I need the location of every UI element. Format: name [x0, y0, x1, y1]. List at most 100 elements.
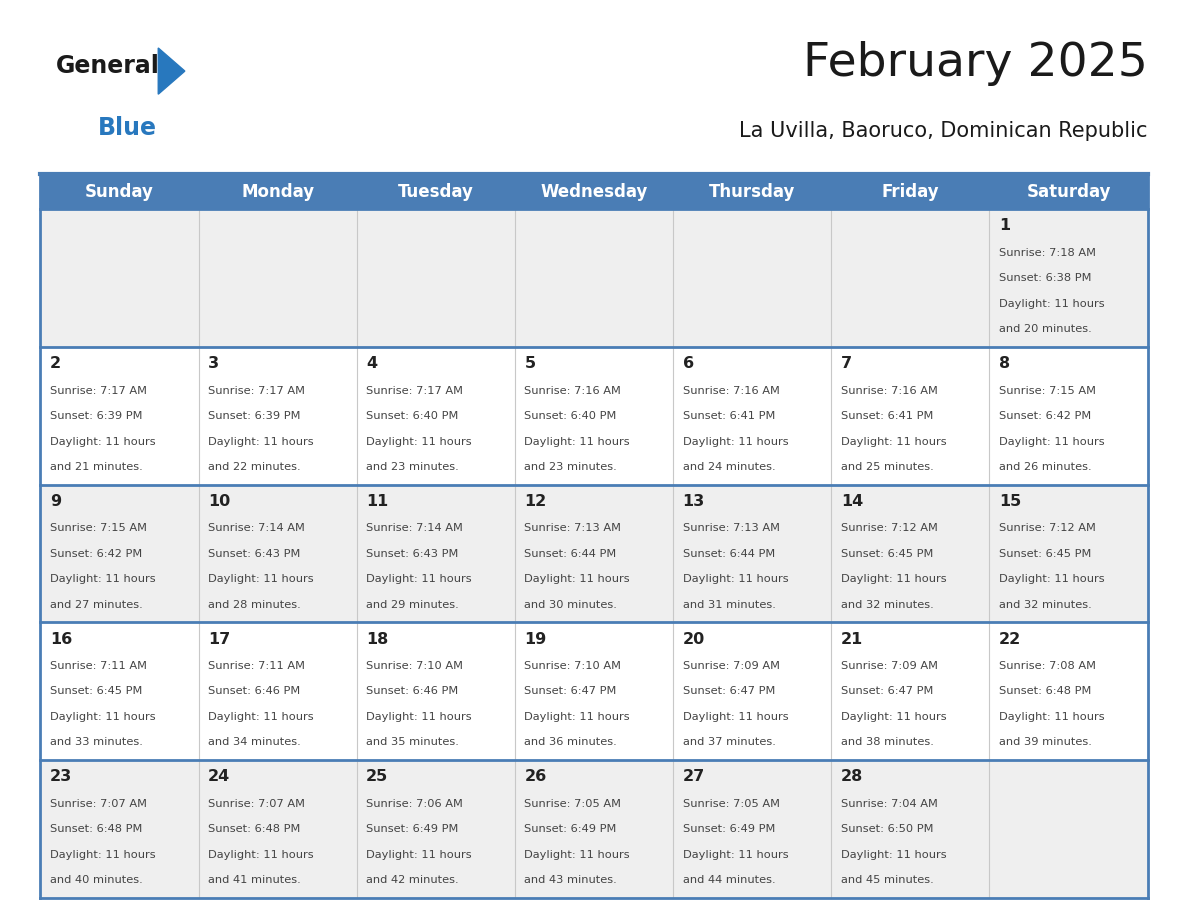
Text: Sunset: 6:39 PM: Sunset: 6:39 PM: [50, 411, 143, 421]
Text: and 21 minutes.: and 21 minutes.: [50, 462, 143, 472]
Text: 4: 4: [366, 356, 378, 371]
Text: 2: 2: [50, 356, 61, 371]
Text: Sunrise: 7:09 AM: Sunrise: 7:09 AM: [841, 661, 937, 671]
Text: and 20 minutes.: and 20 minutes.: [999, 324, 1092, 334]
Text: and 33 minutes.: and 33 minutes.: [50, 737, 143, 747]
Text: Wednesday: Wednesday: [541, 183, 647, 201]
Text: Sunrise: 7:11 AM: Sunrise: 7:11 AM: [50, 661, 147, 671]
Text: and 30 minutes.: and 30 minutes.: [524, 599, 618, 610]
Text: Sunset: 6:42 PM: Sunset: 6:42 PM: [50, 549, 143, 559]
Text: and 42 minutes.: and 42 minutes.: [366, 875, 459, 885]
Text: Sunset: 6:48 PM: Sunset: 6:48 PM: [208, 824, 301, 834]
Text: 11: 11: [366, 494, 388, 509]
Text: Daylight: 11 hours: Daylight: 11 hours: [208, 712, 314, 722]
Text: and 37 minutes.: and 37 minutes.: [683, 737, 776, 747]
Text: Sunrise: 7:16 AM: Sunrise: 7:16 AM: [683, 386, 779, 396]
Text: and 23 minutes.: and 23 minutes.: [524, 462, 618, 472]
Text: Sunset: 6:45 PM: Sunset: 6:45 PM: [841, 549, 933, 559]
Text: La Uvilla, Baoruco, Dominican Republic: La Uvilla, Baoruco, Dominican Republic: [739, 121, 1148, 141]
Text: Sunset: 6:41 PM: Sunset: 6:41 PM: [841, 411, 933, 421]
Text: Sunset: 6:45 PM: Sunset: 6:45 PM: [50, 687, 143, 697]
Text: Friday: Friday: [881, 183, 940, 201]
Text: and 35 minutes.: and 35 minutes.: [366, 737, 459, 747]
Polygon shape: [158, 48, 185, 95]
Text: 26: 26: [524, 769, 546, 784]
Text: Daylight: 11 hours: Daylight: 11 hours: [366, 437, 472, 446]
Text: Sunrise: 7:05 AM: Sunrise: 7:05 AM: [524, 799, 621, 809]
Text: Daylight: 11 hours: Daylight: 11 hours: [50, 712, 156, 722]
Text: and 26 minutes.: and 26 minutes.: [999, 462, 1092, 472]
Text: and 34 minutes.: and 34 minutes.: [208, 737, 301, 747]
Text: Daylight: 11 hours: Daylight: 11 hours: [841, 437, 947, 446]
Text: Sunset: 6:46 PM: Sunset: 6:46 PM: [208, 687, 301, 697]
Text: Daylight: 11 hours: Daylight: 11 hours: [50, 850, 156, 859]
Text: 17: 17: [208, 632, 230, 646]
Text: and 41 minutes.: and 41 minutes.: [208, 875, 301, 885]
Text: and 45 minutes.: and 45 minutes.: [841, 875, 934, 885]
Text: Sunset: 6:41 PM: Sunset: 6:41 PM: [683, 411, 775, 421]
Text: Daylight: 11 hours: Daylight: 11 hours: [524, 850, 630, 859]
Text: Sunrise: 7:09 AM: Sunrise: 7:09 AM: [683, 661, 779, 671]
Text: Sunrise: 7:06 AM: Sunrise: 7:06 AM: [366, 799, 463, 809]
Text: February 2025: February 2025: [803, 41, 1148, 86]
Text: Sunrise: 7:10 AM: Sunrise: 7:10 AM: [366, 661, 463, 671]
Text: 3: 3: [208, 356, 220, 371]
Text: and 36 minutes.: and 36 minutes.: [524, 737, 618, 747]
Text: 22: 22: [999, 632, 1022, 646]
Text: 25: 25: [366, 769, 388, 784]
Text: 14: 14: [841, 494, 862, 509]
Text: Sunset: 6:40 PM: Sunset: 6:40 PM: [366, 411, 459, 421]
Text: Sunrise: 7:17 AM: Sunrise: 7:17 AM: [366, 386, 463, 396]
Text: Daylight: 11 hours: Daylight: 11 hours: [683, 575, 788, 584]
Text: 1: 1: [999, 218, 1010, 233]
Text: Sunset: 6:49 PM: Sunset: 6:49 PM: [366, 824, 459, 834]
Text: 19: 19: [524, 632, 546, 646]
Text: Thursday: Thursday: [709, 183, 795, 201]
Text: Daylight: 11 hours: Daylight: 11 hours: [841, 712, 947, 722]
Text: 20: 20: [683, 632, 704, 646]
Text: Daylight: 11 hours: Daylight: 11 hours: [524, 712, 630, 722]
Text: Daylight: 11 hours: Daylight: 11 hours: [524, 575, 630, 584]
Text: Daylight: 11 hours: Daylight: 11 hours: [366, 575, 472, 584]
Text: 21: 21: [841, 632, 862, 646]
Text: Sunrise: 7:11 AM: Sunrise: 7:11 AM: [208, 661, 305, 671]
Text: Daylight: 11 hours: Daylight: 11 hours: [999, 712, 1105, 722]
Text: Sunrise: 7:16 AM: Sunrise: 7:16 AM: [524, 386, 621, 396]
Text: 18: 18: [366, 632, 388, 646]
Text: and 40 minutes.: and 40 minutes.: [50, 875, 143, 885]
Text: 27: 27: [683, 769, 704, 784]
Text: Sunrise: 7:07 AM: Sunrise: 7:07 AM: [50, 799, 147, 809]
Text: Sunrise: 7:07 AM: Sunrise: 7:07 AM: [208, 799, 305, 809]
Text: Sunrise: 7:13 AM: Sunrise: 7:13 AM: [683, 523, 779, 533]
Text: Sunset: 6:47 PM: Sunset: 6:47 PM: [524, 687, 617, 697]
Text: 12: 12: [524, 494, 546, 509]
Text: Sunrise: 7:08 AM: Sunrise: 7:08 AM: [999, 661, 1097, 671]
Text: Sunset: 6:44 PM: Sunset: 6:44 PM: [683, 549, 775, 559]
Text: Daylight: 11 hours: Daylight: 11 hours: [999, 299, 1105, 308]
Text: and 43 minutes.: and 43 minutes.: [524, 875, 618, 885]
Text: Sunset: 6:43 PM: Sunset: 6:43 PM: [366, 549, 459, 559]
Text: Sunrise: 7:15 AM: Sunrise: 7:15 AM: [999, 386, 1097, 396]
Text: Sunrise: 7:17 AM: Sunrise: 7:17 AM: [208, 386, 305, 396]
Text: Sunset: 6:46 PM: Sunset: 6:46 PM: [366, 687, 459, 697]
Text: Sunrise: 7:17 AM: Sunrise: 7:17 AM: [50, 386, 147, 396]
Text: 15: 15: [999, 494, 1022, 509]
Text: Sunset: 6:49 PM: Sunset: 6:49 PM: [683, 824, 775, 834]
Text: and 23 minutes.: and 23 minutes.: [366, 462, 459, 472]
Text: Sunset: 6:40 PM: Sunset: 6:40 PM: [524, 411, 617, 421]
Text: and 39 minutes.: and 39 minutes.: [999, 737, 1092, 747]
Text: Sunset: 6:45 PM: Sunset: 6:45 PM: [999, 549, 1092, 559]
Text: Sunrise: 7:12 AM: Sunrise: 7:12 AM: [999, 523, 1095, 533]
Text: Sunset: 6:38 PM: Sunset: 6:38 PM: [999, 274, 1092, 284]
Text: 6: 6: [683, 356, 694, 371]
Text: Sunrise: 7:04 AM: Sunrise: 7:04 AM: [841, 799, 937, 809]
Text: and 25 minutes.: and 25 minutes.: [841, 462, 934, 472]
Text: Daylight: 11 hours: Daylight: 11 hours: [841, 850, 947, 859]
Text: and 31 minutes.: and 31 minutes.: [683, 599, 776, 610]
Text: Daylight: 11 hours: Daylight: 11 hours: [841, 575, 947, 584]
Text: Daylight: 11 hours: Daylight: 11 hours: [50, 437, 156, 446]
Text: Sunrise: 7:15 AM: Sunrise: 7:15 AM: [50, 523, 147, 533]
Text: 28: 28: [841, 769, 862, 784]
Text: and 27 minutes.: and 27 minutes.: [50, 599, 143, 610]
Text: Daylight: 11 hours: Daylight: 11 hours: [683, 850, 788, 859]
